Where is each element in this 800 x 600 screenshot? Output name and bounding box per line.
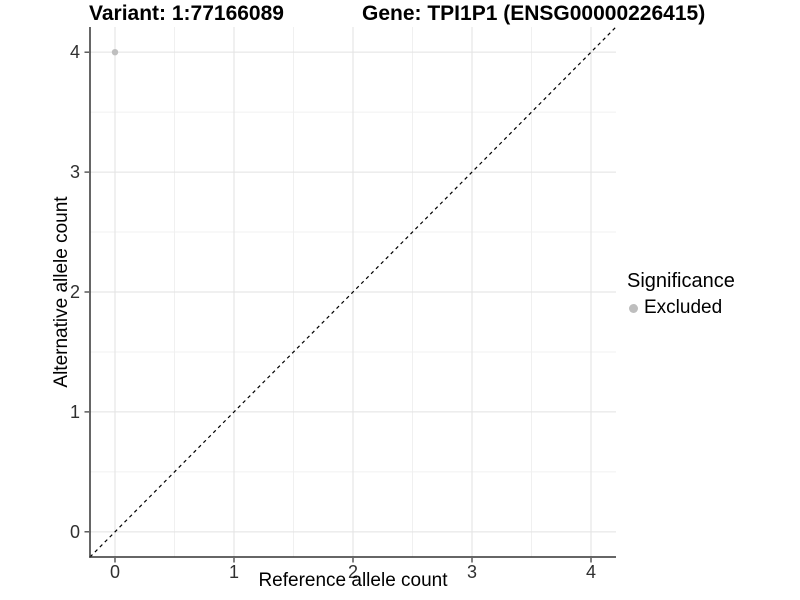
y-tick-label: 4 [70, 42, 80, 62]
legend-title: Significance [627, 270, 735, 292]
excluded-point-icon [629, 303, 638, 313]
y-tick-label: 2 [70, 282, 80, 302]
x-tick-label: 0 [110, 562, 120, 582]
x-tick-label: 1 [229, 562, 239, 582]
data-point [111, 48, 119, 56]
legend-entry-label: Excluded [644, 297, 723, 318]
y-tick-label: 3 [70, 162, 80, 182]
variant-title: Variant: 1:77166089 [89, 2, 284, 25]
x-tick-label: 3 [467, 562, 477, 582]
x-axis-title: Reference allele count [258, 570, 448, 591]
legend: Significance Excluded [627, 270, 735, 319]
y-tick-label: 1 [70, 402, 80, 422]
legend-entry-excluded: Excluded [627, 297, 735, 319]
y-axis-title: Alternative allele count [51, 196, 72, 388]
y-tick-label: 0 [70, 522, 80, 542]
x-tick-label: 2 [348, 562, 358, 582]
x-tick-label: 4 [586, 562, 596, 582]
identity-dashed-line [89, 26, 617, 558]
gene-title: Gene: TPI1P1 (ENSG00000226415) [362, 2, 706, 25]
